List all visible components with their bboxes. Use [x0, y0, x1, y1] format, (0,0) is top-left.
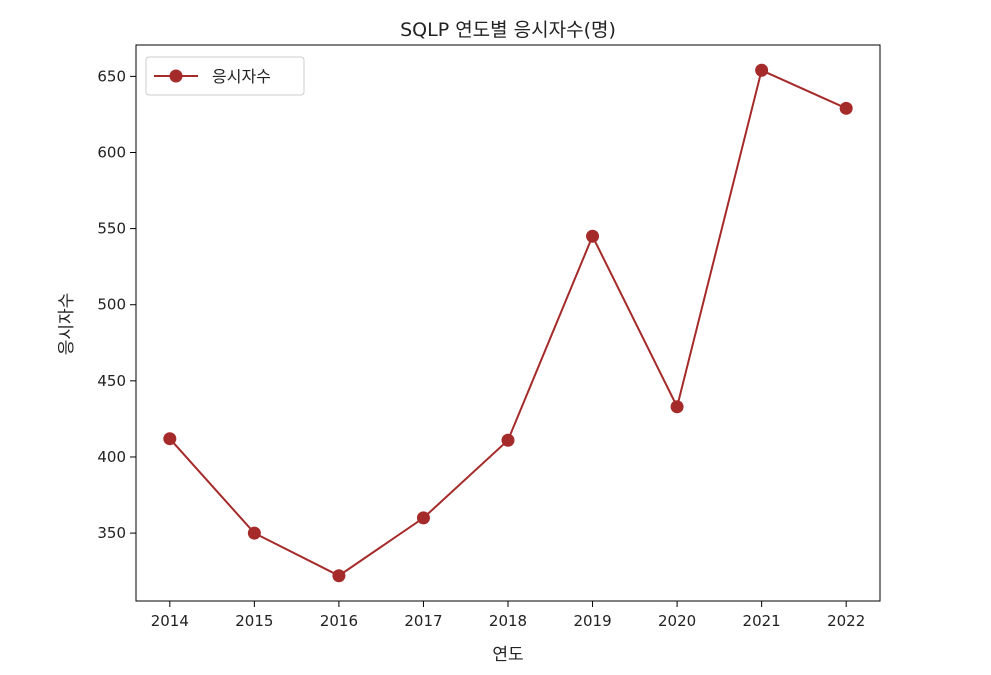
y-tick-label-650: 650 — [97, 67, 126, 85]
x-tick-label-2016: 2016 — [320, 612, 358, 630]
x-tick-label-2018: 2018 — [489, 612, 527, 630]
series — [163, 63, 853, 583]
y-tick-label-600: 600 — [97, 143, 126, 161]
x-tick-label-2015: 2015 — [235, 612, 273, 630]
x-tick-label-2022: 2022 — [827, 612, 865, 630]
data-point-2019 — [586, 229, 600, 243]
legend: 응시자수 — [145, 56, 305, 96]
y-axis-label: 응시자수 — [57, 293, 77, 356]
plot-frame — [135, 44, 881, 602]
y-tick-label-550: 550 — [97, 220, 126, 238]
axes — [135, 44, 881, 602]
legend-box — [145, 56, 305, 96]
ticks: 2014 2015 2016 2017 2018 2019 2020 2021 2022 350 4… — [97, 67, 865, 630]
y-tick-label-500: 500 — [97, 296, 126, 314]
x-axis-label: 연도 — [492, 645, 523, 665]
y-tick-label-450: 450 — [97, 372, 126, 390]
legend-marker — [169, 69, 183, 83]
x-tick-label-2021: 2021 — [743, 612, 781, 630]
x-tick-label-2019: 2019 — [573, 612, 611, 630]
x-tick-label-2014: 2014 — [151, 612, 189, 630]
data-point-2014 — [163, 432, 177, 446]
x-tick-label-2020: 2020 — [658, 612, 696, 630]
data-point-2018 — [501, 433, 515, 447]
data-point-2016 — [332, 569, 346, 583]
data-point-2022 — [839, 101, 853, 115]
data-point-2017 — [416, 511, 430, 525]
legend-label: 응시자수 — [212, 67, 271, 86]
x-tick-label-2017: 2017 — [404, 612, 442, 630]
y-tick-label-400: 400 — [97, 448, 126, 466]
series-line-0 — [169, 68, 847, 577]
data-point-2020 — [670, 400, 684, 414]
chart-title: SQLP 연도별 응시자수(명) — [400, 19, 616, 41]
data-point-2021 — [755, 63, 769, 77]
data-point-2015 — [247, 526, 261, 540]
y-tick-label-350: 350 — [97, 524, 126, 542]
